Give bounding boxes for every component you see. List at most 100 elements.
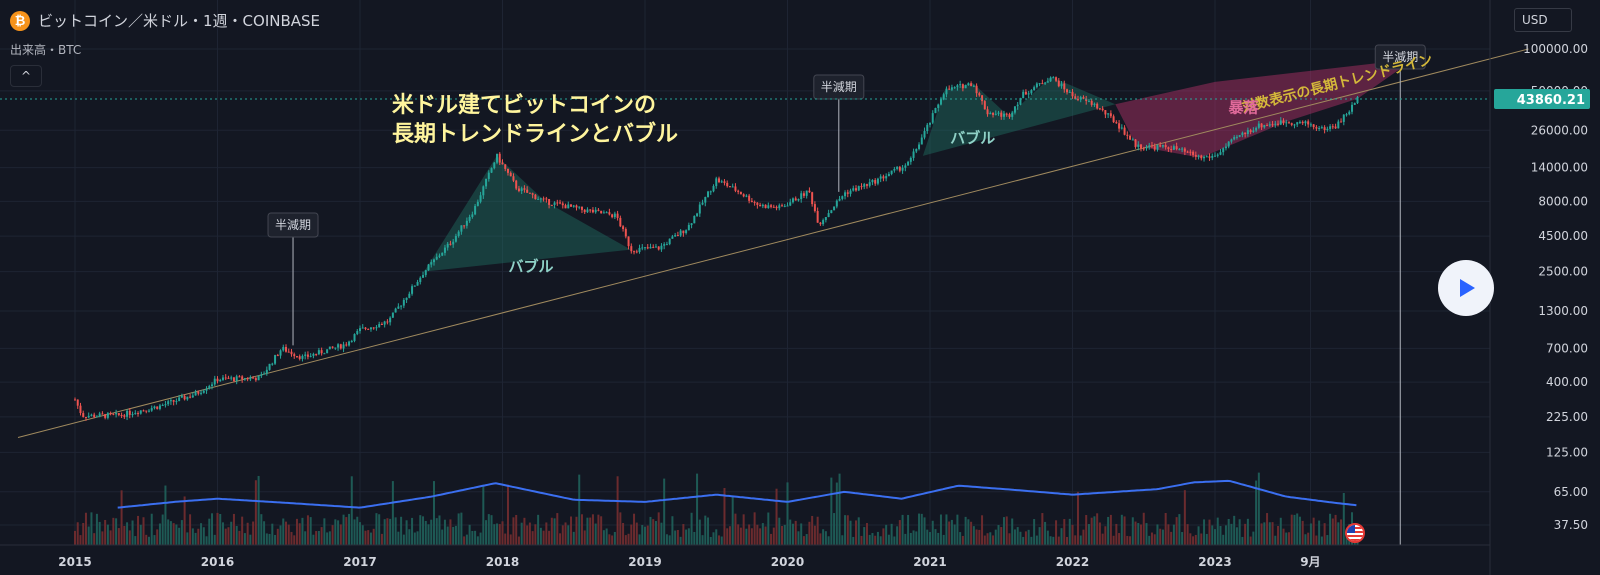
volume-bar — [1044, 521, 1047, 545]
candle-body — [405, 297, 408, 300]
volume-bar — [191, 528, 194, 545]
candle-body — [1096, 103, 1099, 109]
candle-body — [907, 161, 910, 166]
volume-bar — [1192, 536, 1195, 545]
volume-bar — [172, 523, 175, 545]
volume-bar — [572, 531, 575, 545]
volume-bar — [1172, 524, 1175, 545]
candle-body — [1246, 130, 1249, 135]
candle-body — [183, 396, 186, 400]
candle-body — [950, 87, 953, 90]
candle-body — [657, 246, 660, 250]
candle-body — [345, 344, 348, 346]
volume-bar — [257, 475, 260, 545]
candle-body — [646, 247, 649, 249]
candle-body — [553, 202, 556, 206]
candle-body — [556, 202, 559, 204]
play-icon — [1460, 279, 1475, 297]
volume-bar — [613, 531, 616, 545]
volume-bar — [1263, 522, 1266, 545]
candle-body — [353, 334, 356, 341]
volume-bar — [1296, 513, 1299, 545]
volume-bar — [1142, 512, 1145, 545]
volume-bar — [438, 515, 441, 545]
volume-bar — [180, 520, 183, 545]
volume-bar — [1200, 533, 1203, 545]
volume-bar — [1211, 525, 1214, 545]
volume-bar — [1035, 535, 1038, 545]
candle-body — [759, 204, 762, 207]
volume-bar — [734, 513, 737, 545]
collapse-button[interactable]: ^ — [10, 65, 42, 87]
candle-body — [93, 414, 96, 418]
us-flag-icon[interactable] — [1345, 523, 1365, 543]
volume-bar — [364, 530, 367, 545]
volume-bar — [674, 530, 677, 545]
volume-bar — [123, 525, 126, 545]
candle-body — [1002, 113, 1005, 117]
candle-body — [865, 184, 868, 186]
candle-body — [693, 215, 696, 224]
volume-bar — [482, 485, 485, 545]
volume-bar — [315, 531, 318, 545]
candle-body — [1340, 121, 1343, 123]
candle-body — [1351, 104, 1354, 112]
volume-bar — [1312, 517, 1315, 545]
currency-selector[interactable]: USD — [1514, 8, 1572, 32]
play-button[interactable] — [1438, 260, 1494, 316]
volume-bar — [142, 517, 145, 545]
bubble-area-2 — [922, 76, 1116, 156]
volume-bar — [594, 523, 597, 545]
candle-body — [153, 406, 156, 409]
volume-bar — [441, 529, 444, 545]
volume-bar — [1063, 519, 1066, 545]
candle-body — [1024, 91, 1027, 95]
volume-bar — [1085, 515, 1088, 545]
candle-body — [361, 327, 364, 329]
volume-bar — [690, 512, 693, 545]
volume-bar — [1079, 535, 1082, 545]
symbol-title: ビットコイン／米ドル・1週・COINBASE — [38, 12, 321, 30]
volume-bar — [737, 524, 740, 545]
volume-bar — [359, 522, 361, 545]
volume-bar — [1214, 529, 1216, 545]
candle-body — [523, 188, 526, 190]
candle-body — [624, 229, 627, 237]
candle-body — [74, 399, 76, 401]
volume-bar — [728, 526, 731, 545]
candle-body — [194, 391, 197, 396]
candle-body — [742, 194, 745, 197]
candle-body — [841, 196, 844, 199]
candle-body — [356, 331, 359, 335]
volume-bar — [1071, 524, 1074, 545]
candle-body — [128, 410, 131, 415]
volume-bar — [1238, 519, 1241, 545]
volume-bar — [1170, 531, 1173, 545]
candle-body — [874, 180, 877, 184]
volume-bar — [1140, 524, 1143, 545]
volume-bar — [876, 531, 879, 545]
volume-bar — [852, 536, 855, 545]
volume-bar — [879, 536, 882, 545]
volume-bar — [115, 518, 118, 545]
volume-bar — [1337, 522, 1340, 545]
volume-bar — [76, 522, 79, 545]
volume-bar — [93, 533, 96, 545]
volume-bar — [797, 531, 800, 545]
volume-bar — [759, 528, 762, 545]
candle-body — [1159, 145, 1162, 147]
halving-label-box — [1374, 44, 1426, 70]
candle-body — [846, 192, 849, 194]
candle-body — [416, 281, 419, 286]
candle-body — [287, 351, 290, 353]
candle-body — [528, 192, 531, 194]
volume-bar — [994, 529, 997, 545]
volume-bar — [926, 529, 929, 545]
volume-bar — [243, 533, 246, 545]
volume-bar — [720, 536, 723, 545]
candle-body — [402, 299, 405, 306]
volume-bar — [1011, 518, 1014, 545]
candle-body — [813, 204, 816, 212]
symbol-header[interactable]: ₿ ビットコイン／米ドル・1週・COINBASE — [10, 10, 320, 31]
